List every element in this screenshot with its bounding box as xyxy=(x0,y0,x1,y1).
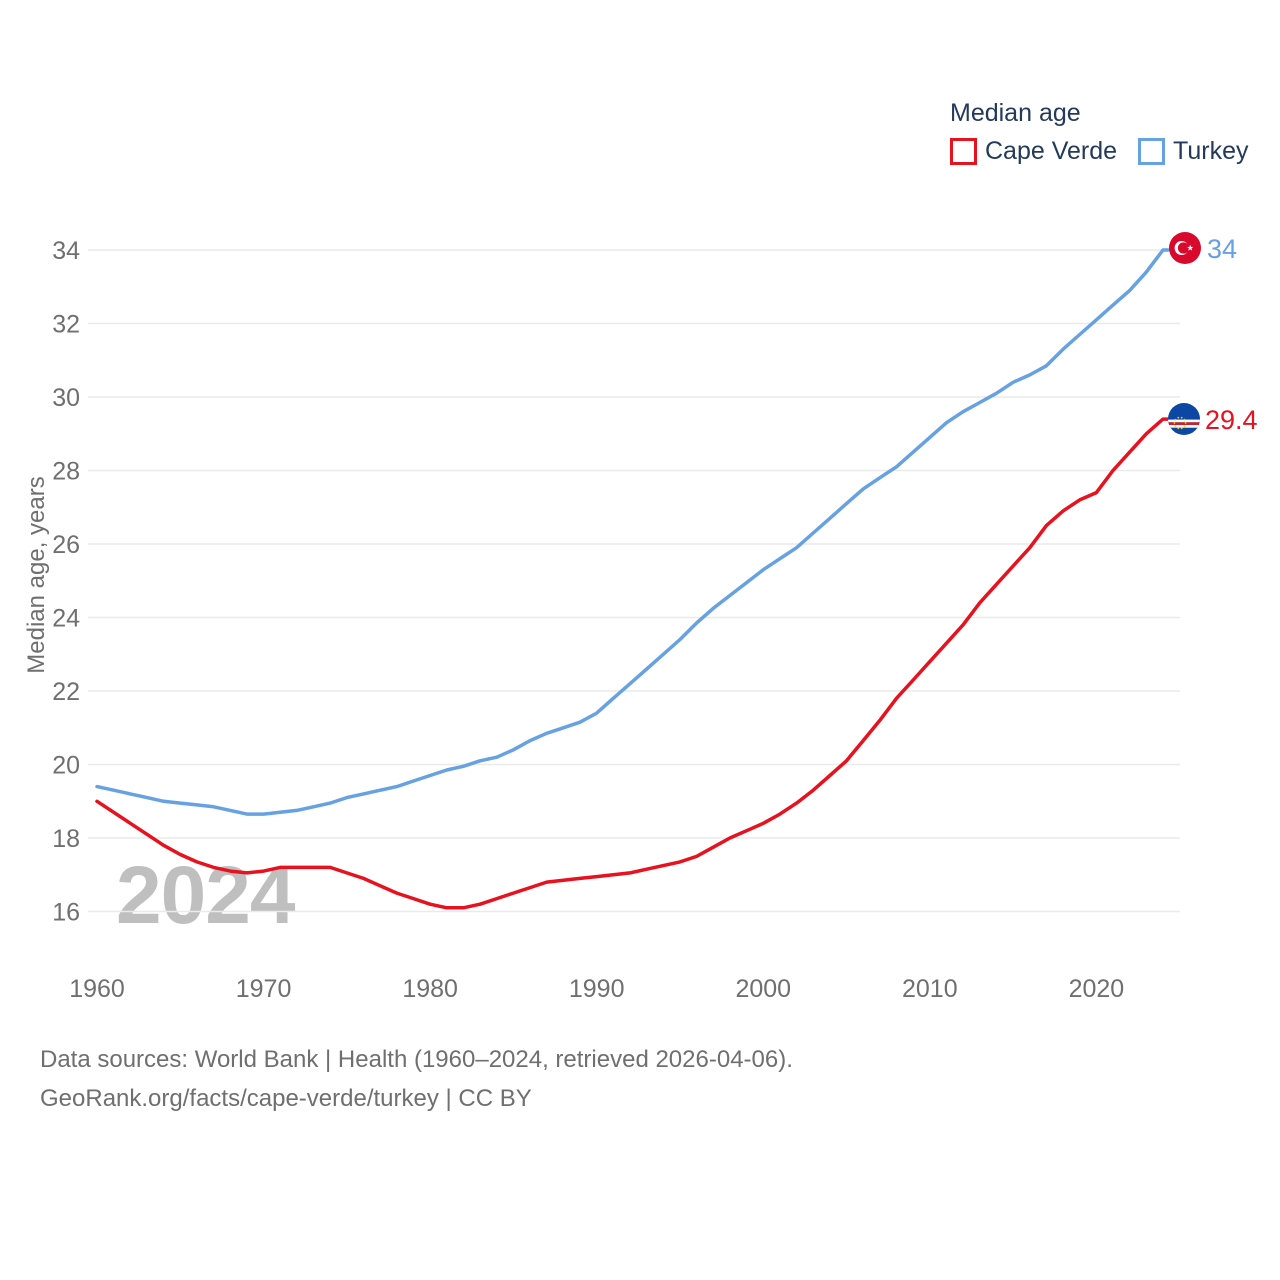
cape-verde-swatch-icon xyxy=(950,138,977,165)
y-tick-label: 30 xyxy=(52,384,80,412)
legend-items: Cape Verde Turkey xyxy=(950,137,1249,166)
y-tick-label: 20 xyxy=(52,752,80,780)
legend-label-cape-verde: Cape Verde xyxy=(985,137,1118,165)
x-tick-label: 2000 xyxy=(735,975,791,1003)
plot-area: 16 18 20 22 24 26 28 30 32 34 1960 1970 1980 1990 2000… xyxy=(23,237,1180,1003)
y-tick-label: 34 xyxy=(52,237,80,265)
cape-verde-end-value: 29.4 xyxy=(1205,405,1258,435)
cape-verde-flag-icon xyxy=(1168,403,1200,435)
y-tick-label: 26 xyxy=(52,531,80,559)
y-tick-label: 16 xyxy=(52,899,80,927)
legend-item-cape-verde[interactable]: Cape Verde xyxy=(950,137,1117,166)
y-tick-label: 18 xyxy=(52,825,80,853)
turkey-end-value: 34 xyxy=(1207,234,1238,264)
source-line-2[interactable]: GeoRank.org/facts/cape-verde/turkey | CC… xyxy=(40,1085,532,1112)
y-tick-label: 24 xyxy=(52,605,80,633)
turkey-line[interactable] xyxy=(95,248,1170,816)
legend: Median age Cape Verde Turkey xyxy=(950,99,1249,166)
x-tick-label: 1990 xyxy=(569,975,625,1003)
legend-item-turkey[interactable]: Turkey xyxy=(1138,137,1249,166)
x-tick-label: 1980 xyxy=(402,975,458,1003)
turkey-flag-icon xyxy=(1169,232,1201,264)
source-attribution: Data sources: World Bank | Health (1960–… xyxy=(40,1040,793,1118)
x-tick-label: 2020 xyxy=(1069,975,1125,1003)
turkey-swatch-icon xyxy=(1138,138,1166,165)
cape-verde-line[interactable] xyxy=(95,417,1170,910)
y-tick-label: 32 xyxy=(52,311,80,339)
x-tick-label: 2010 xyxy=(902,975,958,1003)
x-tick-label: 1970 xyxy=(236,975,292,1003)
y-tick-label: 28 xyxy=(52,458,80,486)
y-axis-title: Median age, years xyxy=(23,476,50,673)
legend-title: Median age xyxy=(950,99,1081,127)
legend-label-turkey: Turkey xyxy=(1173,137,1249,165)
x-tick-label: 1960 xyxy=(69,975,125,1003)
y-tick-label: 22 xyxy=(52,678,80,706)
source-line-1: Data sources: World Bank | Health (1960–… xyxy=(40,1046,793,1073)
